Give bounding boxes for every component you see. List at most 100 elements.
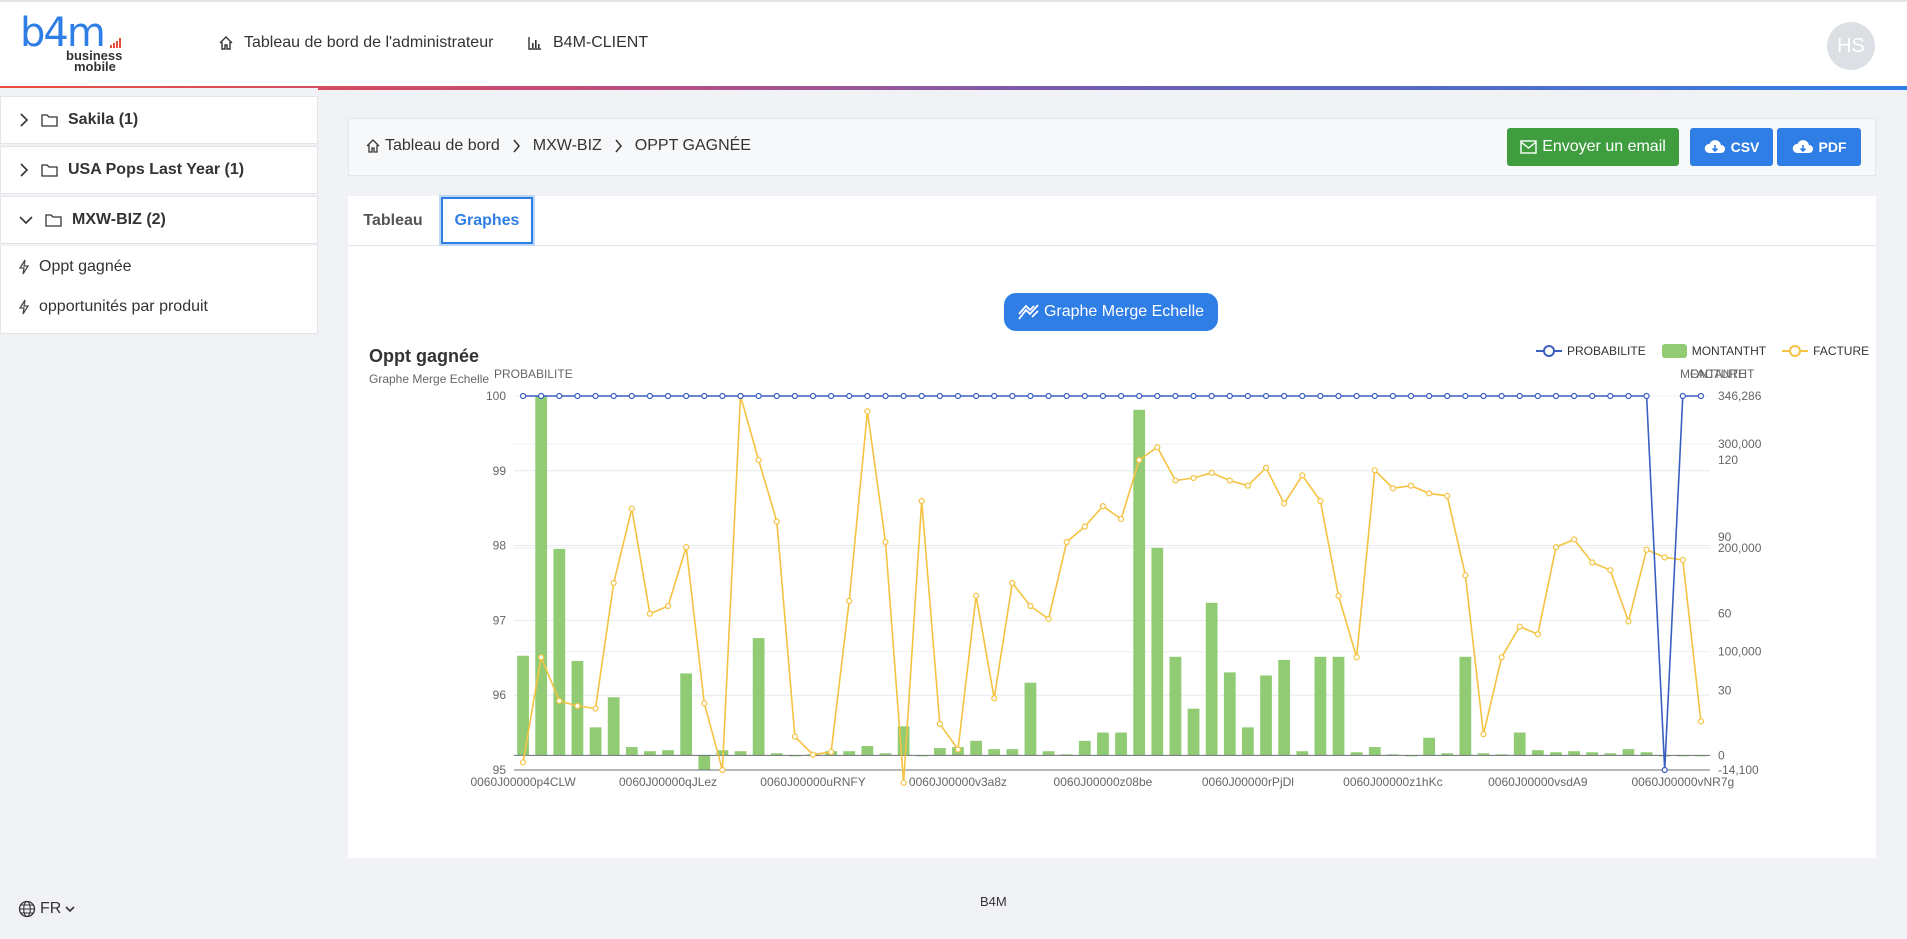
point-probabilite xyxy=(1136,392,1143,400)
trend-chart-icon xyxy=(1018,304,1039,320)
logo-sub-business: business xyxy=(66,48,123,63)
bar-montantht xyxy=(607,697,620,756)
point-facture xyxy=(1190,474,1197,482)
point-facture xyxy=(1244,482,1252,489)
y-right-montantht-tick-label: 300,000 xyxy=(1718,437,1762,451)
point-probabilite xyxy=(846,392,853,400)
send-email-button[interactable]: Envoyer un email xyxy=(1507,128,1679,166)
y-left-tick-label: 98 xyxy=(493,539,507,553)
bar-montantht xyxy=(1006,749,1019,756)
point-probabilite xyxy=(1426,392,1433,400)
folder-sakila[interactable]: Sakila (1) xyxy=(0,96,318,144)
point-facture xyxy=(574,702,581,710)
csv-download-button[interactable]: CSV xyxy=(1690,128,1773,166)
breadcrumb-mxw-biz[interactable]: MXW-BIZ xyxy=(532,137,602,154)
home-icon xyxy=(366,139,380,153)
point-facture xyxy=(1516,623,1523,630)
point-probabilite xyxy=(1697,392,1705,400)
point-facture xyxy=(610,579,617,587)
chart-title: Oppt gagnée xyxy=(369,346,480,366)
point-facture xyxy=(882,538,889,546)
bar-montantht xyxy=(734,751,747,756)
folder-mxw-biz[interactable]: MXW-BIZ (2) xyxy=(0,196,318,244)
point-facture xyxy=(1208,469,1215,476)
home-icon xyxy=(219,36,233,50)
bar-montantht xyxy=(1187,708,1200,756)
y-left-axis-title: PROBABILITE xyxy=(494,367,573,381)
bar-montantht xyxy=(1242,727,1254,756)
point-probabilite xyxy=(791,392,798,400)
point-probabilite xyxy=(683,392,690,400)
y-right-facture-tick-label: 60 xyxy=(1718,607,1732,621)
point-facture xyxy=(1570,536,1578,543)
breadcrumb-dashboard[interactable]: Tableau de bord xyxy=(385,137,500,154)
x-tick-label: 0060J00000rPjDl xyxy=(1202,775,1294,789)
bar-montantht xyxy=(770,753,783,756)
point-probabilite xyxy=(882,392,889,400)
point-probabilite xyxy=(991,392,998,400)
language-selector[interactable]: FR xyxy=(18,900,80,918)
bar-montantht xyxy=(861,746,874,756)
point-probabilite xyxy=(1679,392,1686,400)
point-facture xyxy=(683,544,690,551)
point-probabilite xyxy=(1407,392,1415,400)
bar-chart-icon xyxy=(528,37,541,50)
logo-text: b4m xyxy=(20,10,106,56)
merge-scale-button[interactable]: Graphe Merge Echelle xyxy=(1004,293,1218,331)
b4m-logo[interactable]: b4m business mobile xyxy=(20,10,130,74)
point-probabilite xyxy=(1045,392,1052,400)
bar-montantht xyxy=(1151,547,1164,756)
point-probabilite xyxy=(1081,392,1088,400)
nav-admin-dashboard[interactable]: Tableau de bord de l'administrateur xyxy=(218,34,493,52)
point-facture xyxy=(1444,492,1451,500)
legend-item-montantht[interactable]: MONTANTHT xyxy=(1661,344,1767,358)
bar-montantht xyxy=(1531,750,1544,756)
point-probabilite xyxy=(1190,392,1197,400)
point-facture xyxy=(1389,485,1396,492)
chevron-right-icon xyxy=(615,139,622,153)
bar-montantht xyxy=(1133,409,1146,756)
point-probabilite xyxy=(1389,392,1396,400)
point-probabilite xyxy=(574,392,581,400)
bar-montantht xyxy=(1586,752,1599,756)
point-facture xyxy=(646,610,654,617)
series-line-facture xyxy=(522,395,1702,783)
point-probabilite xyxy=(1589,392,1596,400)
point-probabilite xyxy=(664,392,672,400)
report-oppt-gagnee[interactable]: Oppt gagnée xyxy=(19,258,132,276)
point-probabilite xyxy=(864,392,871,400)
point-probabilite xyxy=(1317,392,1324,400)
tab-graphes[interactable]: Graphes xyxy=(441,197,533,244)
language-label: FR xyxy=(40,900,62,917)
x-tick-label: 0060J00000uRNFY xyxy=(760,775,865,789)
legend-label: PROBABILITE xyxy=(1567,344,1646,358)
report-opportunites-par-produit[interactable]: opportunités par produit xyxy=(19,298,208,316)
bar-montantht xyxy=(589,727,602,756)
point-probabilite xyxy=(1643,392,1650,400)
legend-label: MONTANTHT xyxy=(1691,344,1767,358)
bar-montantht xyxy=(716,750,729,756)
point-probabilite xyxy=(954,392,962,400)
y-right-axis-title-facture: FACTURE xyxy=(1690,367,1746,381)
report-label: Oppt gagnée xyxy=(39,258,132,275)
point-probabilite xyxy=(1063,392,1070,400)
y-right-facture-tick-label: 90 xyxy=(1718,530,1732,544)
nav-client-label: B4M-CLIENT xyxy=(553,34,649,51)
nav-b4m-client[interactable]: B4M-CLIENT xyxy=(527,34,648,52)
tab-tableau[interactable]: Tableau xyxy=(363,212,423,229)
chart-subtitle: Graphe Merge Echelle xyxy=(369,372,490,386)
y-right-montantht-tick-label: 346,286 xyxy=(1718,389,1762,403)
point-probabilite xyxy=(1281,392,1288,400)
bar-montantht xyxy=(752,638,765,756)
signal-icon xyxy=(110,38,122,48)
x-tick-label: 0060J00000vsdA9 xyxy=(1488,775,1588,789)
user-avatar[interactable]: HS xyxy=(1827,22,1875,70)
point-facture xyxy=(791,733,798,740)
legend-item-facture[interactable]: FACTURE xyxy=(1782,344,1869,358)
folder-usa-pops[interactable]: USA Pops Last Year (1) xyxy=(0,146,318,194)
csv-label: CSV xyxy=(1730,139,1760,155)
point-facture xyxy=(519,759,527,766)
legend-item-probabilite[interactable]: PROBABILITE xyxy=(1536,344,1646,358)
bar-montantht xyxy=(1568,751,1580,756)
pdf-download-button[interactable]: PDF xyxy=(1777,128,1861,166)
